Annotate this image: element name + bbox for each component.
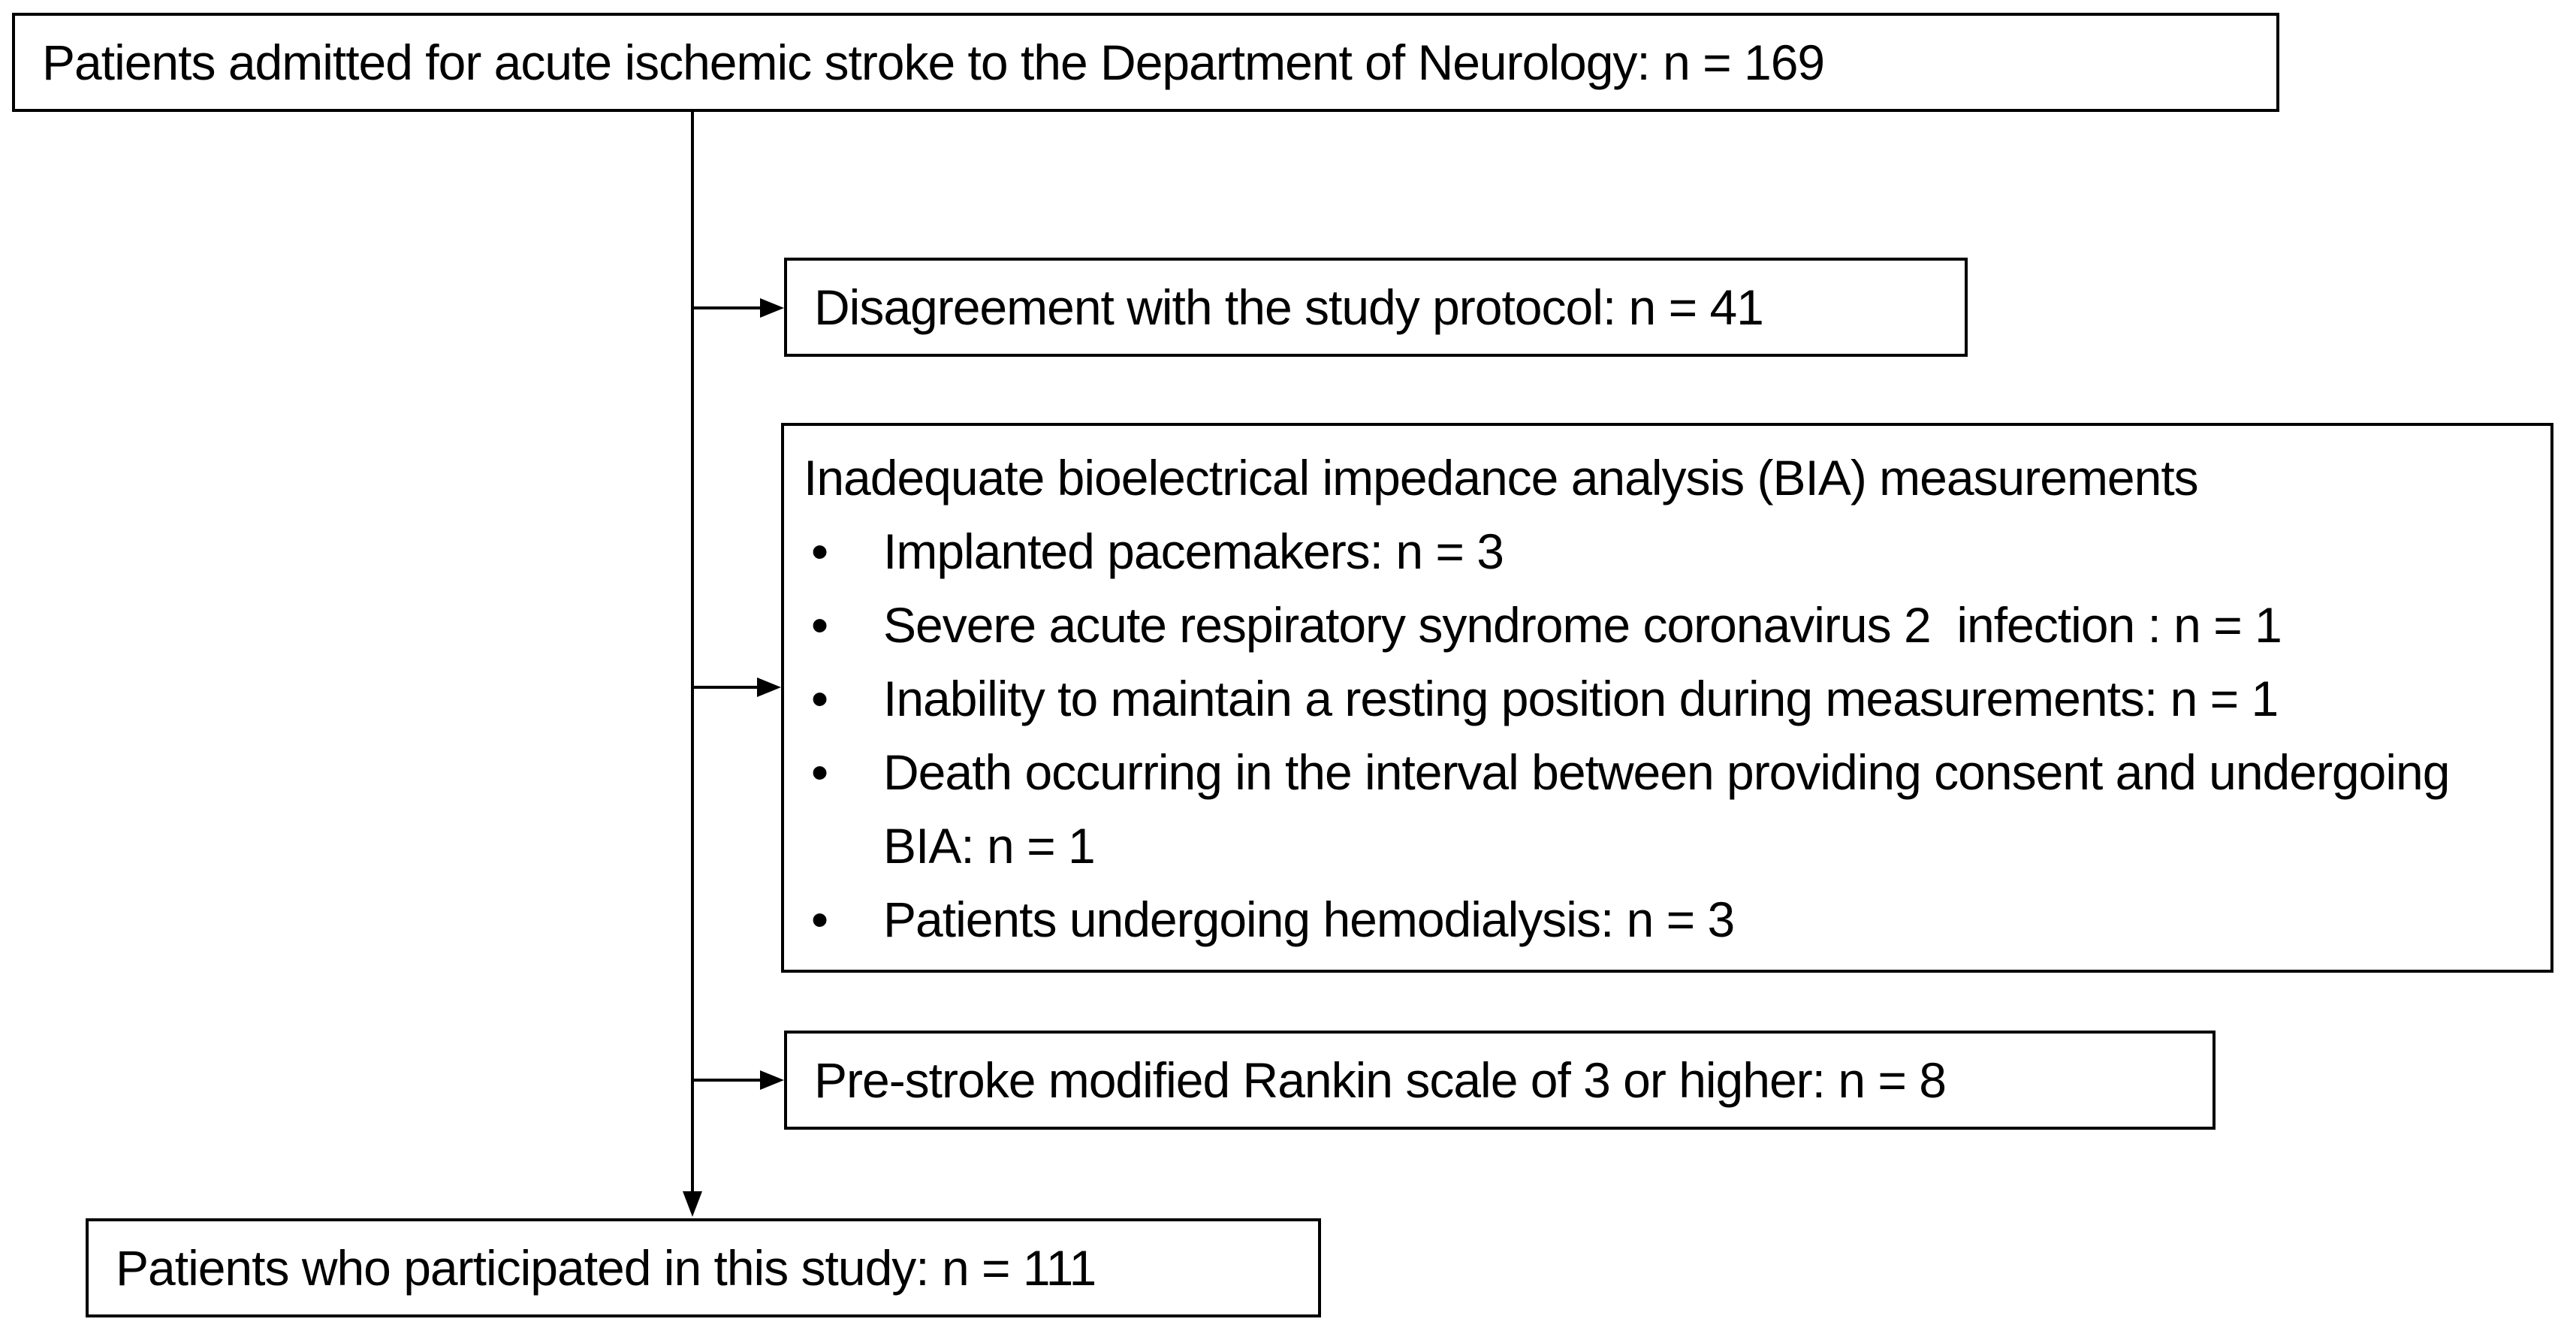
participated-box: Patients who participated in this study:… [86,1218,1321,1317]
right-arrowhead-prestroke-icon [760,1070,784,1090]
admitted-box: Patients admitted for acute ischemic str… [12,13,2279,112]
right-arrowhead-bia-icon [757,678,781,697]
right-arrowhead-disagreement-icon [760,298,784,318]
branch-line-prestroke [692,1079,765,1082]
bia-bullet-covid: Severe acute respiratory syndrome corona… [804,588,2538,662]
exclusion-prestroke-text: Pre-stroke modified Rankin scale of 3 or… [814,1052,1947,1108]
branch-line-disagreement [692,306,765,309]
exclusion-disagreement-box: Disagreement with the study protocol: n … [784,258,1968,357]
participated-box-text: Patients who participated in this study:… [116,1240,1096,1296]
bia-bullet-resting-position: Inability to maintain a resting position… [804,662,2538,735]
bia-bullet-pacemakers: Implanted pacemakers: n = 3 [804,515,2538,588]
admitted-box-text: Patients admitted for acute ischemic str… [42,35,1825,90]
bia-bullet-death: Death occurring in the interval between … [804,735,2538,883]
bia-bullet-hemodialysis: Patients undergoing hemodialysis: n = 3 [804,883,2538,956]
main-vertical-connector-line [691,112,694,1191]
exclusion-bia-bullet-list: Implanted pacemakers: n = 3 Severe acute… [804,515,2538,956]
exclusion-disagreement-text: Disagreement with the study protocol: n … [814,279,1764,335]
exclusion-bia-title: Inadequate bioelectrical impedance analy… [804,450,2199,506]
branch-line-bia [692,686,760,689]
exclusion-bia-box: Inadequate bioelectrical impedance analy… [781,423,2553,973]
exclusion-prestroke-box: Pre-stroke modified Rankin scale of 3 or… [784,1031,2216,1130]
down-arrowhead-icon [683,1191,702,1217]
